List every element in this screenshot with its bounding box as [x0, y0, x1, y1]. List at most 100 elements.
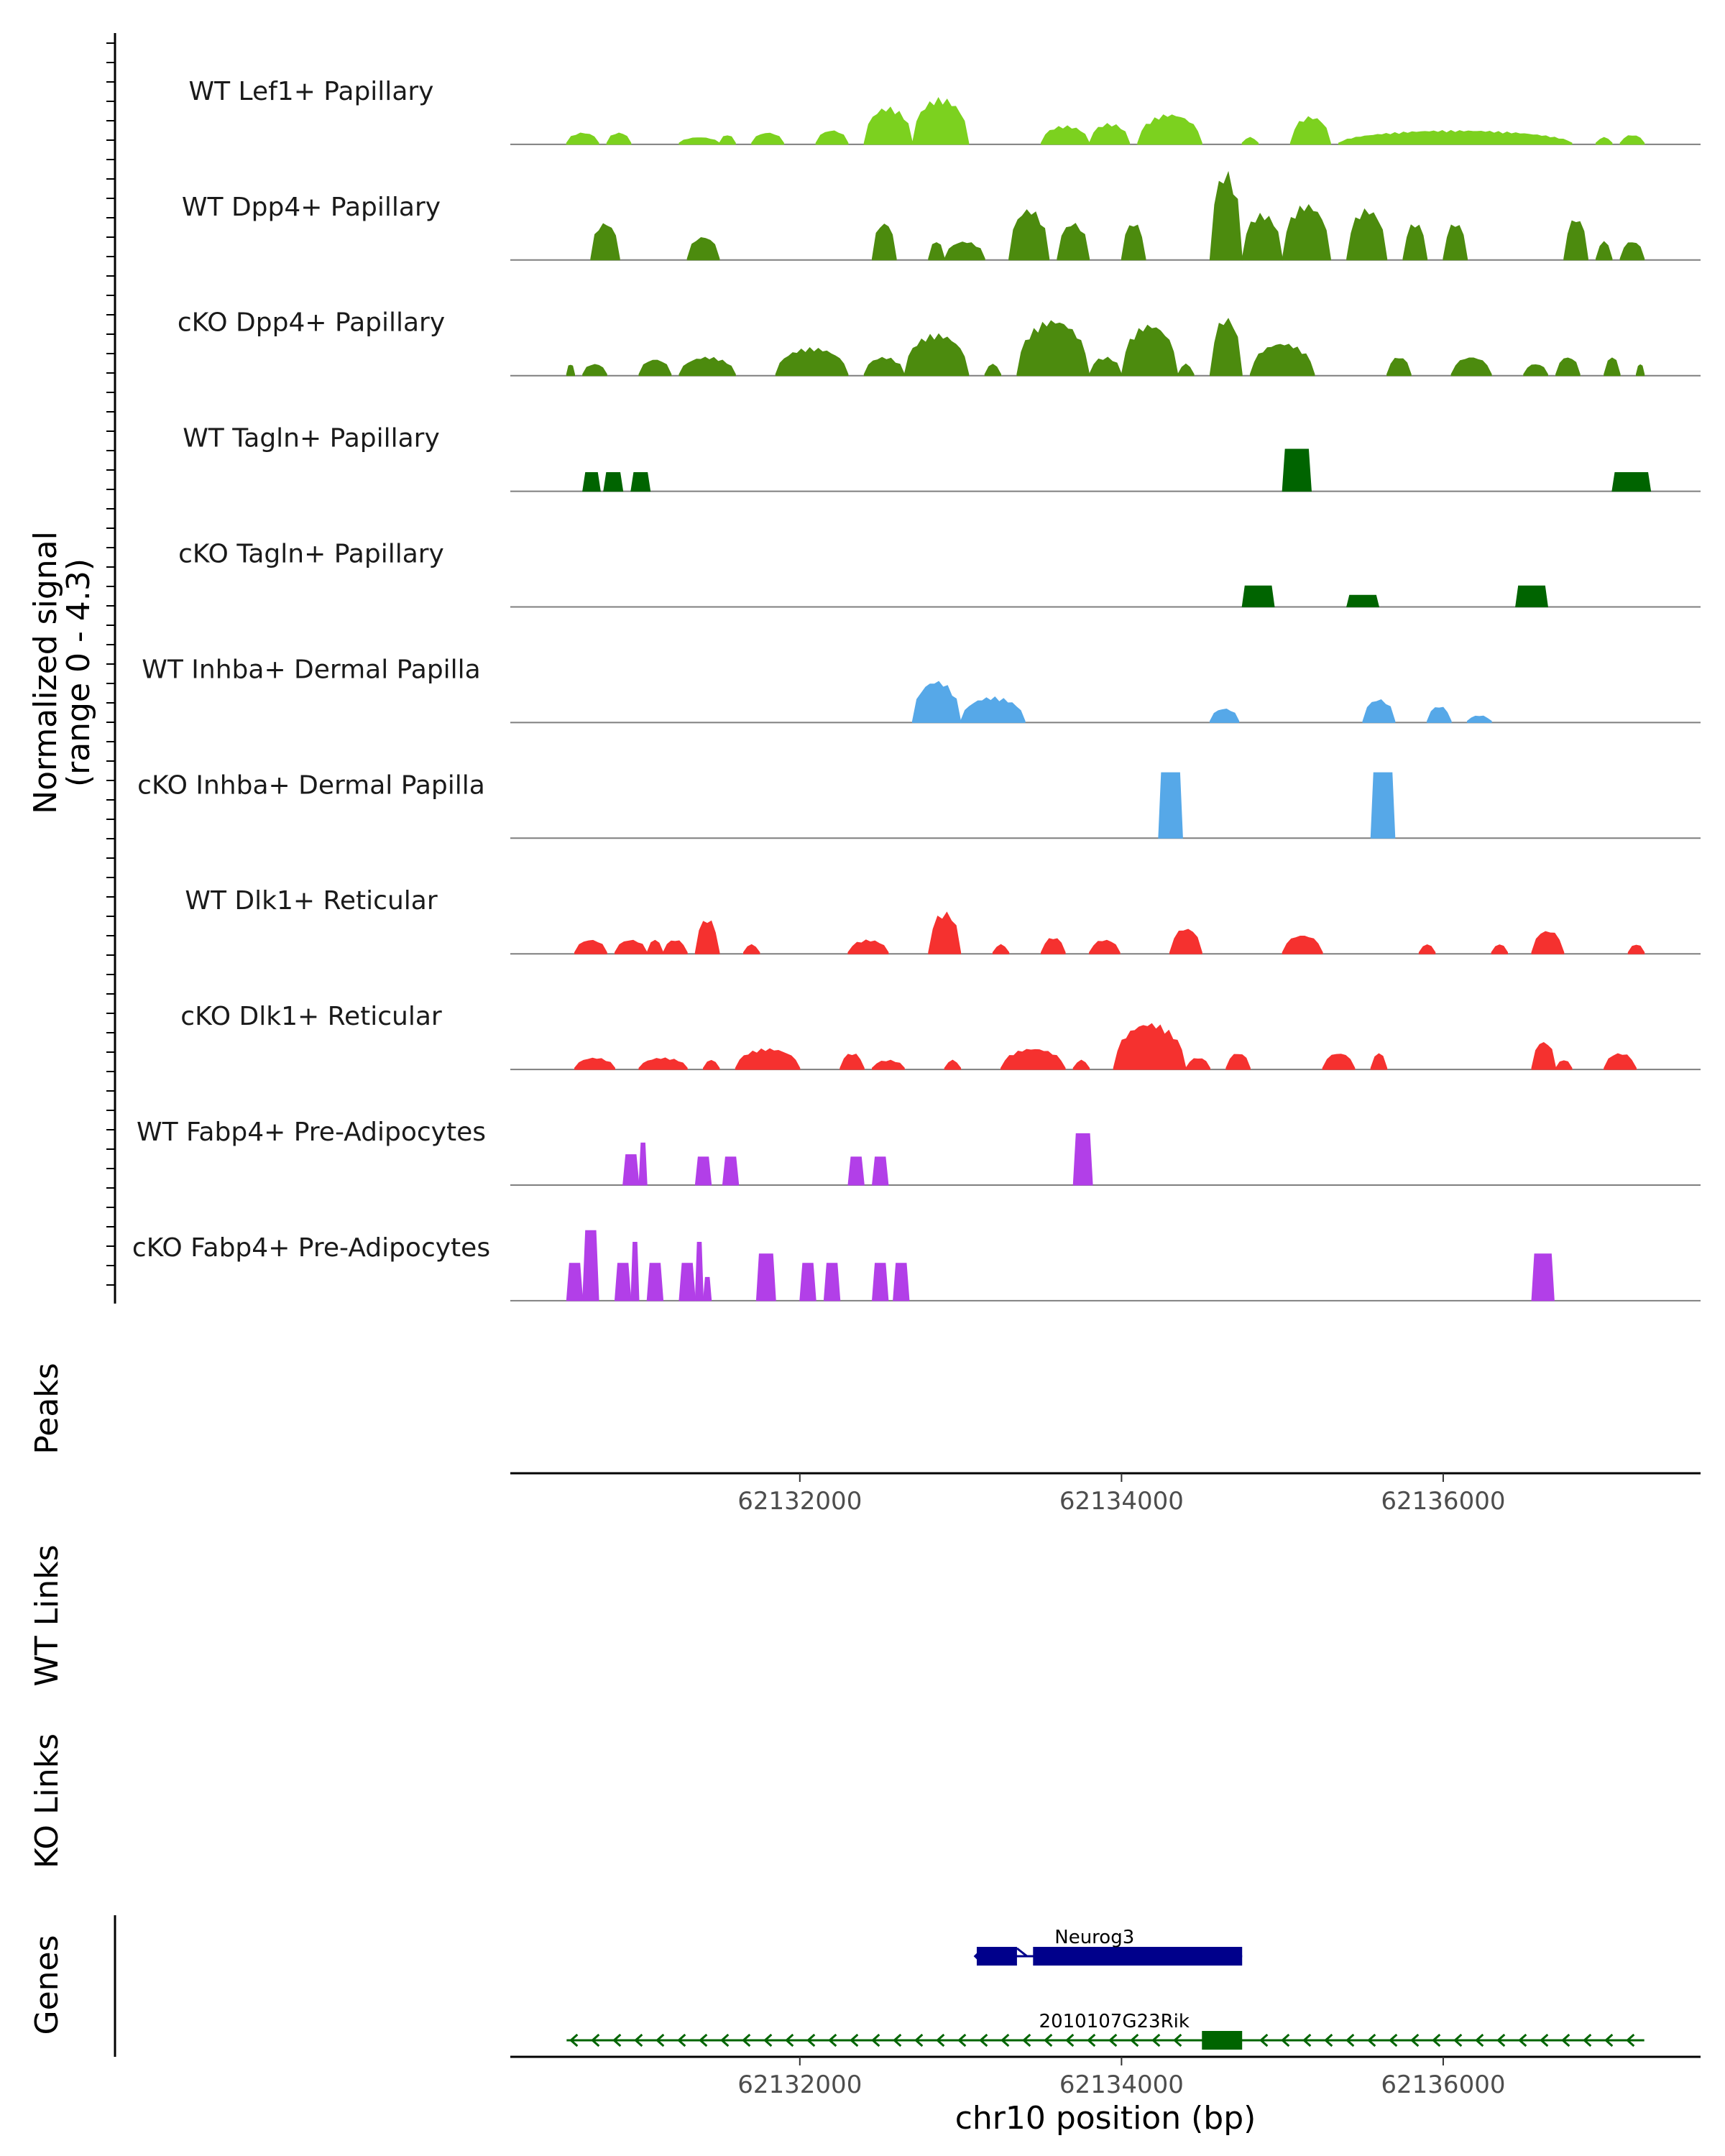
strand-arrow — [1453, 2033, 1463, 2047]
strand-arrow — [1475, 2033, 1484, 2047]
x-axis-tick-label: 62134000 — [1059, 2070, 1184, 2099]
x-axis-label: chr10 position (bp) — [955, 2100, 1256, 2137]
strand-arrow — [1432, 2033, 1441, 2047]
y-axis-label-line2: (range 0 - 4.3) — [60, 558, 97, 787]
strand-arrow — [785, 2033, 794, 2047]
coverage-segment — [638, 1057, 688, 1070]
strand-arrow — [1130, 2033, 1139, 2047]
coverage-segment — [606, 132, 632, 145]
y-axis-label-line1: Normalized signal — [27, 531, 64, 814]
coverage-segment — [702, 1276, 712, 1302]
coverage-segment — [863, 106, 914, 145]
coverage-segment — [1289, 116, 1331, 145]
coverage-segment — [1555, 357, 1581, 377]
coverage-segment — [1619, 242, 1645, 261]
coverage-segment — [847, 1156, 865, 1186]
coverage-segment — [1158, 772, 1183, 839]
coverage-segment — [775, 346, 849, 377]
strand-arrow — [1367, 2033, 1376, 2047]
coverage-segment — [630, 472, 651, 492]
coverage-segment — [614, 1263, 632, 1302]
coverage-segment — [614, 939, 648, 954]
track-label: cKO Dlk1+ Reticular — [180, 1002, 442, 1031]
strand-arrow — [763, 2033, 773, 2047]
signal-axis — [106, 33, 116, 1304]
coverage-segment — [1209, 708, 1240, 723]
strand-arrow — [612, 2033, 622, 2047]
strand-arrow — [1604, 2033, 1614, 2047]
coverage-segment — [1604, 357, 1621, 377]
coverage-segment — [663, 940, 688, 954]
gene-1: Neurog3 — [973, 1927, 1243, 1966]
track-7: cKO Inhba+ Dermal Papilla — [137, 770, 1701, 839]
peaks-track-label: Peaks — [29, 1363, 65, 1454]
coverage-segment — [911, 681, 962, 723]
coverage-segment — [582, 472, 601, 492]
coverage-segment — [1627, 944, 1645, 954]
track-1: WT Lef1+ Papillary — [189, 77, 1701, 145]
strand-arrow — [1389, 2033, 1398, 2047]
coverage-segment — [1555, 1060, 1573, 1070]
coverage-segment — [722, 1156, 740, 1186]
gene-exon — [1033, 1947, 1243, 1966]
coverage-segment — [1362, 699, 1396, 723]
strand-arrow — [699, 2033, 708, 2047]
coverage-segment — [944, 241, 985, 261]
strand-arrow — [1173, 2033, 1182, 2047]
track-label: WT Lef1+ Papillary — [189, 77, 434, 106]
coverage-segment — [871, 1059, 905, 1070]
coverage-segment — [1346, 208, 1388, 261]
coverage-segment — [751, 132, 784, 145]
coverage-segment — [1089, 356, 1122, 377]
track-label: WT Dpp4+ Papillary — [182, 193, 441, 222]
strand-arrow — [914, 2033, 924, 2047]
strand-arrow — [1561, 2033, 1570, 2047]
track-2: WT Dpp4+ Papillary — [182, 170, 1701, 261]
coverage-segment — [1386, 357, 1412, 377]
coverage-segment — [903, 333, 970, 377]
strand-arrow — [1324, 2033, 1333, 2047]
strand-arrow — [1410, 2033, 1420, 2047]
strand-arrow — [1281, 2033, 1290, 2047]
gene-exon — [1202, 2031, 1243, 2050]
strand-arrow — [979, 2033, 988, 2047]
coverage-segment — [582, 1230, 599, 1302]
coverage-segment — [1057, 223, 1090, 261]
coverage-segment — [847, 939, 889, 954]
strand-arrow — [850, 2033, 859, 2047]
coverage-segment — [1611, 472, 1652, 492]
strand-arrow — [634, 2033, 643, 2047]
coverage-segment — [755, 1253, 776, 1302]
coverage-segment — [1491, 944, 1509, 954]
strand-arrow — [1518, 2033, 1527, 2047]
x-axis: 62132000 62134000 62136000 — [737, 2057, 1505, 2099]
strand-arrow — [936, 2033, 945, 2047]
coverage-segment — [742, 944, 760, 954]
coverage-segment — [1241, 585, 1275, 607]
track-8: WT Dlk1+ Reticular — [185, 886, 1701, 955]
strand-arrow — [1044, 2033, 1053, 2047]
strand-arrow — [1259, 2033, 1269, 2047]
coverage-segment — [1089, 939, 1121, 954]
coverage-segment — [1137, 114, 1202, 145]
strand-arrow — [893, 2033, 902, 2047]
coverage-segment — [960, 696, 1026, 723]
strand-arrow — [1022, 2033, 1031, 2047]
coverage-segment — [863, 356, 905, 377]
track-10: WT Fabp4+ Pre-Adipocytes — [137, 1118, 1701, 1186]
coverage-segment — [992, 944, 1010, 954]
coverage-segment — [646, 1263, 664, 1302]
strand-arrow — [1000, 2033, 1010, 2047]
coverage-segment — [1241, 213, 1283, 261]
coverage-segment — [1515, 585, 1548, 607]
coverage-segment — [840, 1054, 865, 1070]
strand-arrow — [591, 2033, 600, 2047]
coverage-segment — [1450, 357, 1492, 377]
coverage-segment — [1241, 137, 1259, 145]
coverage-segment — [1531, 1253, 1555, 1302]
coverage-segment — [1346, 594, 1380, 607]
track-9: cKO Dlk1+ Reticular — [180, 1002, 1701, 1071]
coverage-segment — [638, 1142, 648, 1186]
strand-arrow — [871, 2033, 880, 2047]
strand-arrow — [973, 1949, 982, 1963]
